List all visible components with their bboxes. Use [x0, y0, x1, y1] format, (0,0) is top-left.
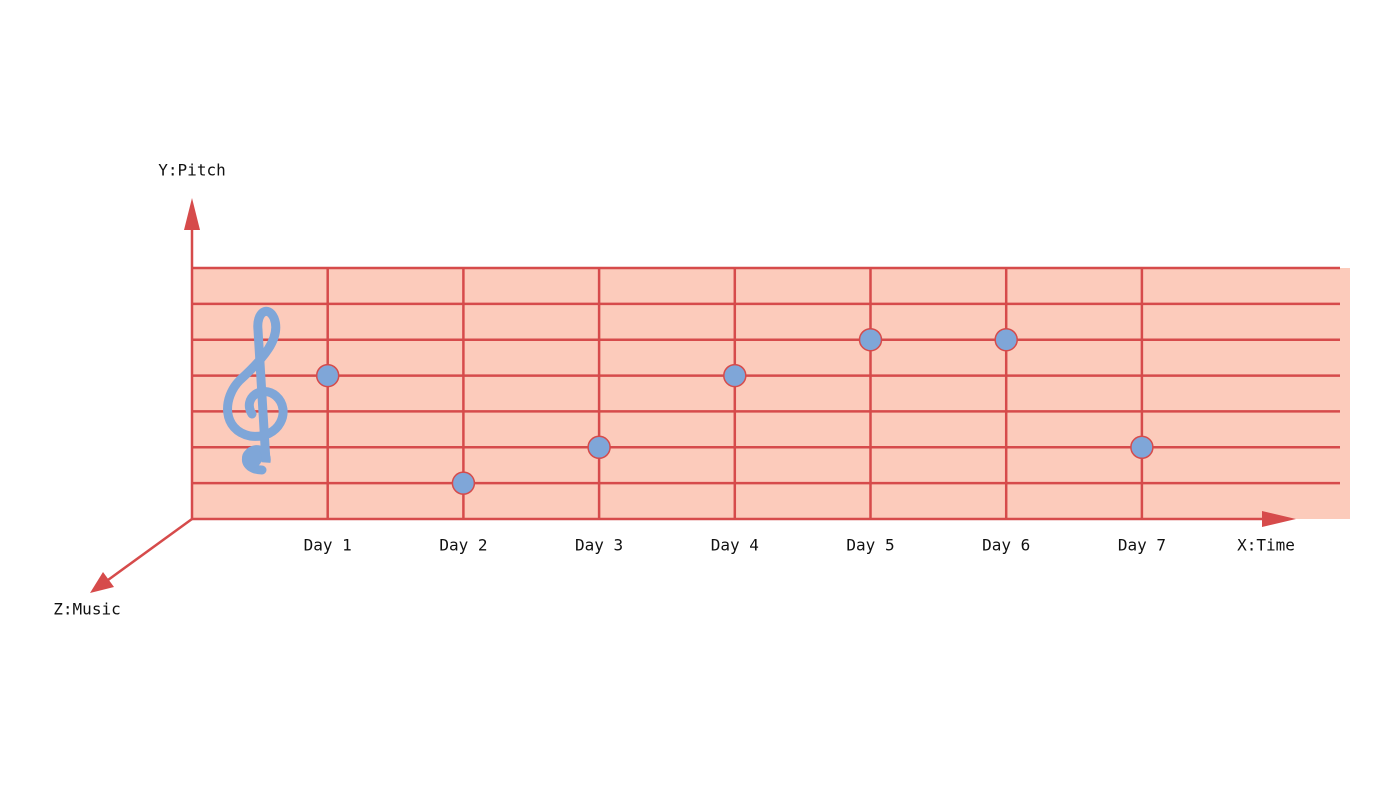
x-tick-label: Day 2	[439, 536, 487, 555]
z-axis-label: Z:Music	[53, 600, 120, 619]
x-arrow	[1262, 511, 1296, 527]
axes	[90, 198, 1296, 593]
note	[315, 363, 340, 388]
note	[1130, 435, 1154, 460]
x-tick-label: Day 3	[575, 536, 623, 555]
x-tick-label: Day 7	[1118, 536, 1166, 555]
x-tick-label: Day 6	[982, 536, 1030, 555]
x-tick-label: Day 4	[711, 536, 759, 555]
note	[451, 471, 476, 495]
x-tick-label: Day 5	[846, 536, 894, 555]
z-axis	[107, 517, 193, 582]
note	[858, 327, 883, 352]
note	[723, 363, 747, 388]
staff	[192, 268, 1350, 519]
note	[587, 435, 611, 460]
x-axis-label: X:Time	[1237, 536, 1295, 555]
y-axis-label: Y:Pitch	[158, 161, 225, 180]
clef-dot	[242, 448, 262, 468]
y-arrow	[184, 198, 200, 230]
day-lines	[326, 268, 1144, 519]
x-tick-label: Day 1	[304, 536, 352, 555]
staff-background	[192, 268, 1350, 519]
staff-lines	[192, 266, 1340, 485]
note	[994, 327, 1018, 352]
z-arrow	[90, 572, 114, 593]
